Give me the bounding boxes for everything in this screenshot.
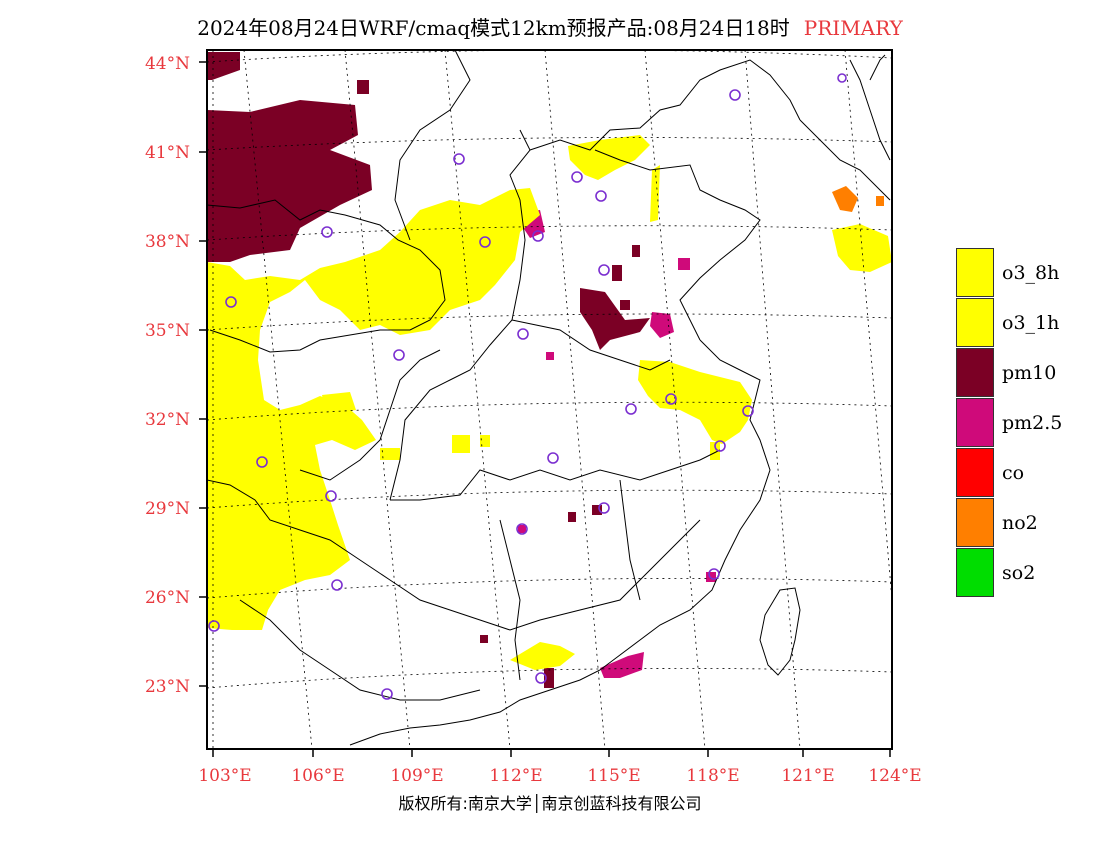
legend-swatch [956, 448, 994, 497]
legend-label: o3_1h [1002, 312, 1060, 334]
monitoring-sites [208, 73, 847, 700]
legend-item-so2: so2 [956, 548, 1076, 598]
copyright-footer: 版权所有:南京大学│南京创蓝科技有限公司 [398, 794, 702, 813]
map-title-text: 2024年08月24日WRF/cmaq模式12km预报产品:08月24日18时 [197, 16, 790, 40]
legend-swatch [956, 398, 994, 447]
no2-region [832, 186, 884, 212]
axis-ticks [199, 61, 891, 757]
primary-tag: PRIMARY [803, 16, 903, 40]
lon-label-118: 118°E [686, 766, 740, 786]
lon-label-115: 115°E [587, 766, 641, 786]
legend-label: no2 [1002, 512, 1038, 534]
lon-label-112: 112°E [489, 766, 543, 786]
legend-label: pm2.5 [1002, 412, 1063, 434]
map-frame [206, 49, 893, 750]
legend-label: pm10 [1002, 362, 1057, 384]
lat-label-35: 35°N [144, 321, 190, 341]
o3-region [207, 135, 892, 670]
lat-label-41: 41°N [144, 143, 190, 163]
legend-item-o3-8h: o3_8h [956, 248, 1076, 298]
legend-item-o3-1h: o3_1h [956, 298, 1076, 348]
lon-label-121: 121°E [781, 766, 835, 786]
legend-swatch [956, 298, 994, 347]
boundaries [207, 50, 891, 746]
legend-swatch [956, 248, 994, 297]
pollutant-legend: o3_8h o3_1h pm10 pm2.5 co no2 so2 [956, 248, 1076, 598]
legend-label: co [1002, 462, 1025, 484]
legend-label: o3_8h [1002, 262, 1060, 284]
legend-item-co: co [956, 448, 1076, 498]
graticule [207, 50, 892, 749]
legend-swatch [956, 548, 994, 597]
lat-label-29: 29°N [144, 499, 190, 519]
lat-label-32: 32°N [144, 410, 190, 430]
lon-label-109: 109°E [390, 766, 444, 786]
lon-label-103: 103°E [198, 766, 252, 786]
legend-label: so2 [1002, 562, 1036, 584]
legend-item-pm10: pm10 [956, 348, 1076, 398]
lat-label-38: 38°N [144, 232, 190, 252]
legend-item-no2: no2 [956, 498, 1076, 548]
legend-swatch [956, 498, 994, 547]
legend-item-pm25: pm2.5 [956, 398, 1076, 448]
lat-label-44: 44°N [144, 54, 190, 74]
lat-label-23: 23°N [144, 677, 190, 697]
lon-label-124: 124°E [868, 766, 922, 786]
lon-label-106: 106°E [291, 766, 345, 786]
legend-swatch [956, 348, 994, 397]
lat-label-26: 26°N [144, 588, 190, 608]
map-title: 2024年08月24日WRF/cmaq模式12km预报产品:08月24日18时 P… [0, 12, 1100, 41]
